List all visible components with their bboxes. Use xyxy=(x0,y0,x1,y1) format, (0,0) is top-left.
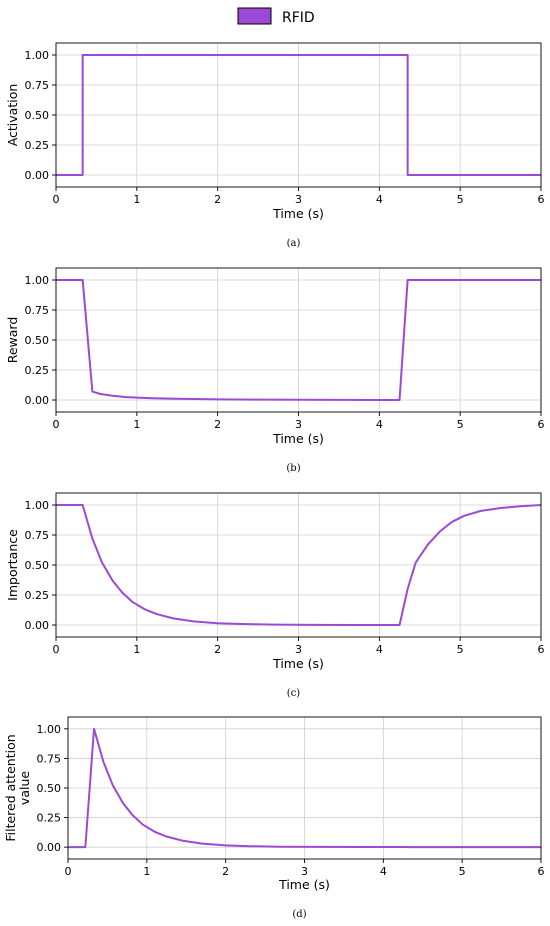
x-tick-label: 4 xyxy=(376,643,383,656)
y-tick-label: 0.25 xyxy=(25,364,50,377)
subfigure-caption: (a) xyxy=(287,238,301,249)
x-tick-label: 6 xyxy=(538,193,545,206)
x-tick-label: 0 xyxy=(65,865,72,878)
x-tick-label: 5 xyxy=(457,418,464,431)
y-tick-label: 0.50 xyxy=(37,782,62,795)
subfigure-caption: (c) xyxy=(287,688,301,699)
y-axis-label: Filtered attentionvalue xyxy=(3,734,32,841)
y-axis-label: Activation xyxy=(5,84,20,147)
y-tick-label: 1.00 xyxy=(25,49,50,62)
y-tick-label: 0.50 xyxy=(25,109,50,122)
chart-panel-c: 0 1 2 3 4 5 6 0.00 0.25 0.50 0.75 1.00 Time (s) Impor… xyxy=(5,492,545,699)
x-tick-label: 4 xyxy=(380,865,387,878)
y-axis-label: Importance xyxy=(5,529,20,601)
x-tick-label: 4 xyxy=(376,418,383,431)
y-tick-label: 0.00 xyxy=(37,841,62,854)
x-tick-label: 1 xyxy=(133,643,140,656)
x-tick-label: 5 xyxy=(459,865,466,878)
x-tick-label: 3 xyxy=(301,865,308,878)
y-tick-label: 0.75 xyxy=(25,304,50,317)
y-tick-label: 1.00 xyxy=(37,723,62,736)
subfigure-caption: (d) xyxy=(292,909,306,920)
x-tick-label: 5 xyxy=(457,643,464,656)
x-tick-label: 3 xyxy=(295,643,302,656)
series-line-rfid xyxy=(56,504,542,626)
legend-swatch xyxy=(237,7,272,25)
series-line-rfid xyxy=(68,727,541,849)
y-tick-label: 1.00 xyxy=(25,274,50,287)
y-tick-label: 0.50 xyxy=(25,559,50,572)
subfigure-caption: (b) xyxy=(286,463,300,474)
x-tick-label: 2 xyxy=(214,643,221,656)
x-tick-label: 1 xyxy=(133,418,140,431)
chart-panel-b: 0 1 2 3 4 5 6 0.00 0.25 0.50 0.75 1.00 Time (s) Rewar… xyxy=(5,267,545,474)
y-tick-label: 0.25 xyxy=(37,812,62,825)
x-tick-label: 4 xyxy=(376,193,383,206)
y-tick-label: 0.00 xyxy=(25,619,50,632)
x-tick-label: 6 xyxy=(538,643,545,656)
chart-panel-a: 0 1 2 3 4 5 6 0.00 0.25 0.50 0.75 1.00 Time (s) Activ… xyxy=(5,42,545,249)
y-tick-label: 0.75 xyxy=(37,752,62,765)
legend-label: RFID xyxy=(282,10,315,26)
x-axis-label: Time (s) xyxy=(272,431,324,446)
y-tick-label: 0.75 xyxy=(25,529,50,542)
y-tick-label: 1.00 xyxy=(25,499,50,512)
x-tick-label: 1 xyxy=(143,865,150,878)
y-tick-label: 0.25 xyxy=(25,139,50,152)
x-tick-label: 6 xyxy=(538,418,545,431)
x-axis-label: Time (s) xyxy=(272,656,324,671)
x-tick-label: 5 xyxy=(457,193,464,206)
y-tick-label: 0.00 xyxy=(25,169,50,182)
series-line-rfid xyxy=(56,279,541,401)
x-axis-label: Time (s) xyxy=(272,206,324,221)
y-tick-label: 0.00 xyxy=(25,394,50,407)
x-tick-label: 0 xyxy=(53,193,60,206)
chart-panel-d: 0 1 2 3 4 5 6 0.00 0.25 0.50 0.75 1.00 Time (s) Filte… xyxy=(3,716,545,920)
x-tick-label: 6 xyxy=(538,865,545,878)
x-tick-label: 2 xyxy=(214,193,221,206)
y-tick-label: 0.50 xyxy=(25,334,50,347)
x-tick-label: 3 xyxy=(295,418,302,431)
x-tick-label: 1 xyxy=(133,193,140,206)
y-tick-label: 0.75 xyxy=(25,79,50,92)
y-axis-label: Reward xyxy=(5,317,20,364)
series-line-rfid xyxy=(56,54,541,176)
x-tick-label: 2 xyxy=(214,418,221,431)
x-axis-label: Time (s) xyxy=(278,877,330,892)
x-tick-label: 3 xyxy=(295,193,302,206)
x-tick-label: 0 xyxy=(53,418,60,431)
legend: RFID xyxy=(237,7,315,26)
y-tick-label: 0.25 xyxy=(25,589,50,602)
x-tick-label: 2 xyxy=(222,865,229,878)
x-tick-label: 0 xyxy=(53,643,60,656)
